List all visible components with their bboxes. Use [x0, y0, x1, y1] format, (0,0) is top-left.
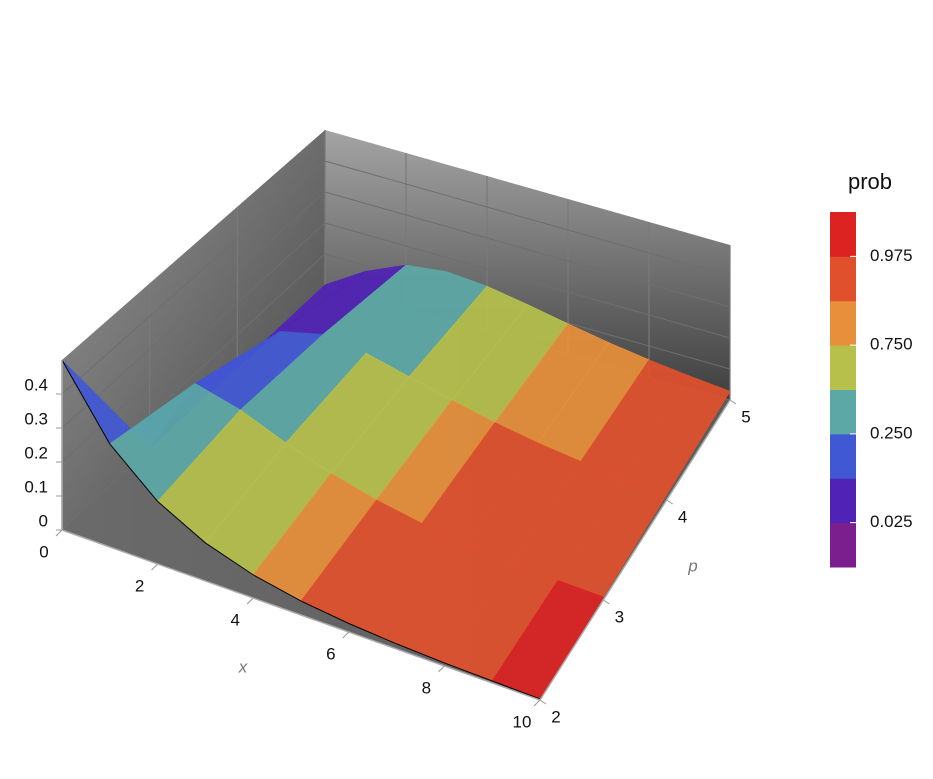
grid-line [324, 222, 731, 339]
z-tick-label: 0.3 [24, 409, 48, 428]
grid-line [61, 191, 326, 429]
back-wall [325, 130, 730, 400]
z-tick-label: 0 [39, 511, 48, 530]
p-tick [666, 499, 673, 505]
z-tick-label: 0.2 [24, 443, 48, 462]
x-tick [342, 631, 350, 639]
x-tick-label: 8 [422, 678, 431, 697]
x-tick-label: 0 [39, 542, 48, 561]
p-axis-label: p [687, 556, 697, 575]
p-tick-label: 2 [551, 707, 560, 726]
z-tick-label: 0.4 [24, 375, 48, 394]
colorbar-band [830, 256, 856, 302]
x-tick [246, 597, 254, 605]
axis-line [539, 399, 731, 701]
x-tick [533, 699, 541, 707]
colorbar-tick-label: 0.750 [870, 335, 913, 354]
grid-line [324, 160, 731, 277]
surface [61, 264, 731, 700]
x-tick-label: 6 [326, 644, 335, 663]
x-tick [151, 563, 158, 571]
colorbar-band [830, 433, 856, 479]
p-tick-label: 5 [741, 407, 750, 426]
x-tick [55, 529, 63, 537]
colorbar-tick-label: 0.025 [870, 512, 913, 531]
x-axis-label: x [238, 657, 248, 676]
x-tick-label: 2 [135, 576, 144, 595]
p-tick [729, 399, 737, 405]
p-tick [603, 599, 610, 605]
p-tick-label: 4 [678, 507, 687, 526]
grid-line [324, 191, 731, 308]
colorbar-band [830, 389, 856, 435]
p-tick [539, 699, 547, 705]
z-tick-label: 0.1 [24, 477, 48, 496]
colorbar-band [830, 300, 856, 346]
axes: 0 2 4 6 8 10 2 3 4 5 0 0.1 0.2 0.3 0.4 [24, 360, 751, 731]
grid-line [61, 160, 326, 395]
colorbar-band [830, 478, 856, 524]
grid-line [61, 253, 326, 497]
colorbar-title: prob [848, 169, 892, 194]
colorbar-tick-label: 0.250 [870, 423, 913, 442]
x-tick-label: 4 [230, 610, 239, 629]
colorbar-band [830, 345, 856, 390]
axis-line [61, 529, 541, 701]
p-tick-label: 3 [615, 607, 624, 626]
colorbar-band [830, 522, 856, 568]
x-tick [438, 665, 445, 673]
surface-edge [61, 359, 541, 700]
colorbar-band [830, 212, 856, 257]
x-tick-label: 10 [513, 712, 532, 731]
colorbar-tick-label: 0.975 [870, 246, 913, 265]
colorbar: 0.025 0.250 0.750 0.975 [830, 212, 913, 568]
